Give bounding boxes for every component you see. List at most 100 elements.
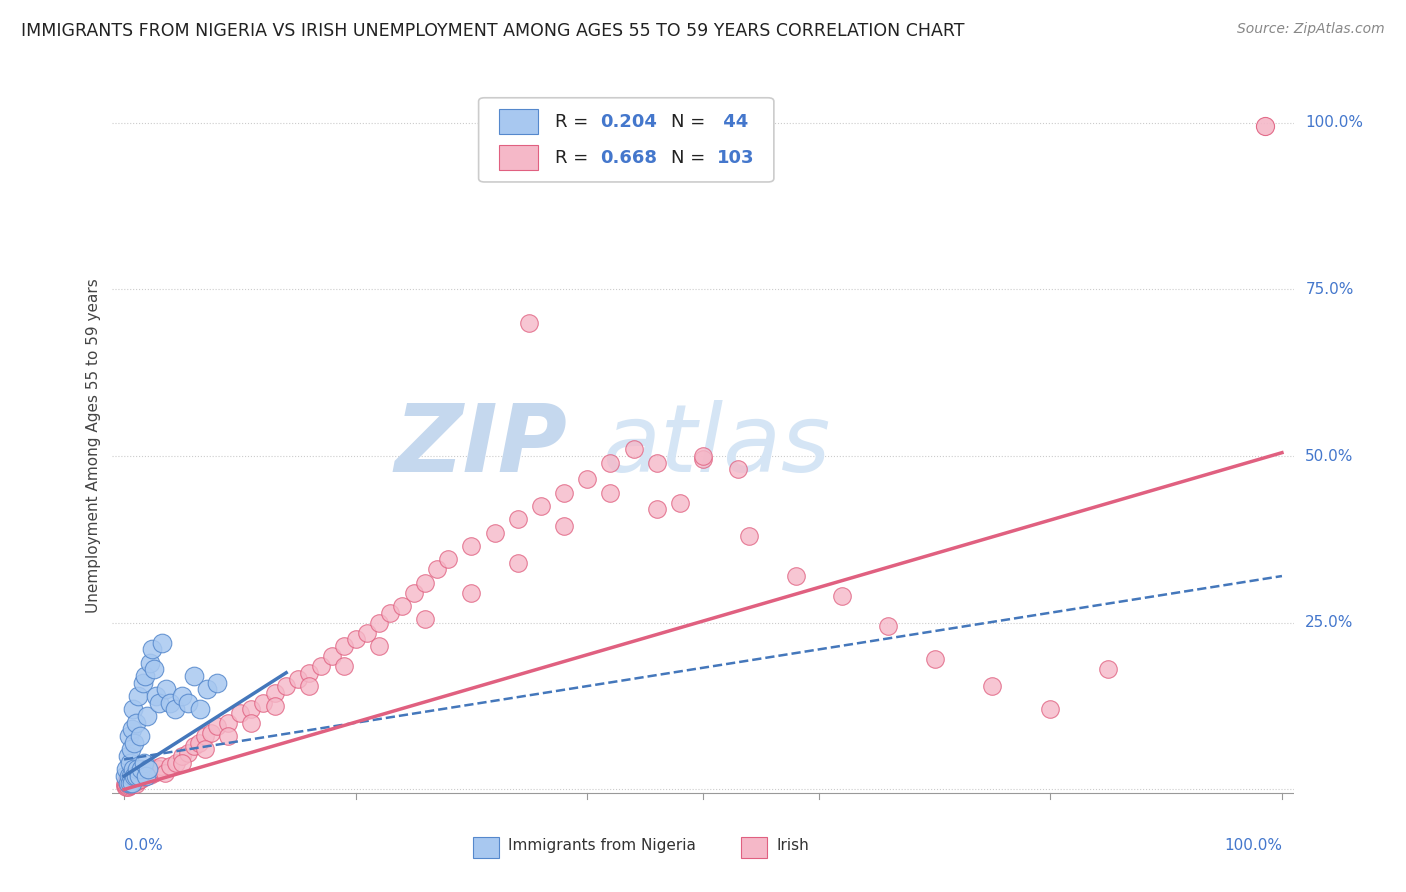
Point — [183, 739, 205, 753]
Text: 0.0%: 0.0% — [124, 838, 163, 854]
Point — [183, 669, 205, 683]
Point — [117, 780, 139, 794]
Text: R =: R = — [555, 149, 595, 167]
Point — [437, 552, 460, 566]
Point — [118, 776, 141, 790]
Point — [217, 715, 239, 730]
Point — [194, 729, 217, 743]
Text: 0.668: 0.668 — [600, 149, 657, 167]
Point — [188, 736, 211, 750]
Text: 75.0%: 75.0% — [1305, 282, 1354, 297]
Point — [517, 316, 540, 330]
Point — [159, 759, 181, 773]
Point — [645, 502, 668, 516]
Point — [177, 746, 200, 760]
Point — [200, 725, 222, 739]
Point — [138, 656, 160, 670]
Point — [426, 562, 449, 576]
Point — [136, 765, 159, 780]
Point — [298, 679, 321, 693]
Point — [117, 776, 139, 790]
Point — [131, 763, 153, 777]
Point — [118, 769, 141, 783]
Point — [132, 756, 155, 770]
Point — [117, 772, 139, 787]
Point — [118, 776, 141, 790]
Point — [115, 780, 138, 795]
Point — [138, 768, 160, 782]
FancyBboxPatch shape — [741, 837, 766, 858]
Point — [118, 771, 141, 785]
Point — [877, 619, 900, 633]
Point — [134, 763, 156, 777]
Point — [692, 449, 714, 463]
Point — [1253, 119, 1275, 133]
Text: R =: R = — [555, 113, 595, 131]
Point — [1097, 662, 1119, 676]
Point — [124, 769, 146, 783]
Point — [118, 729, 141, 743]
Point — [134, 669, 156, 683]
Point — [114, 777, 136, 791]
Point — [484, 525, 506, 540]
Point — [413, 612, 436, 626]
Point — [122, 776, 145, 790]
Point — [380, 606, 402, 620]
Text: 103: 103 — [717, 149, 755, 167]
Point — [287, 673, 309, 687]
Point — [115, 763, 138, 777]
Point — [553, 519, 575, 533]
Point — [135, 769, 157, 783]
Point — [150, 759, 173, 773]
Point — [121, 777, 143, 791]
Point — [124, 769, 146, 783]
Point — [298, 665, 321, 680]
Point — [127, 689, 149, 703]
Point — [194, 742, 217, 756]
Point — [122, 702, 145, 716]
Point — [124, 777, 146, 791]
Point — [124, 715, 146, 730]
Point — [131, 764, 153, 778]
Point — [163, 702, 186, 716]
Point — [599, 456, 621, 470]
Point — [177, 696, 200, 710]
Text: N =: N = — [671, 149, 711, 167]
Point — [190, 702, 212, 716]
Text: 0.204: 0.204 — [600, 113, 657, 131]
Point — [153, 765, 176, 780]
Point — [122, 763, 145, 777]
Point — [205, 719, 228, 733]
Point — [309, 659, 332, 673]
Point — [124, 776, 146, 790]
Point — [125, 774, 148, 789]
Point — [229, 706, 252, 720]
FancyBboxPatch shape — [499, 109, 537, 134]
Point — [138, 763, 160, 777]
Point — [141, 642, 163, 657]
Point — [413, 575, 436, 590]
Point — [115, 774, 138, 789]
Point — [148, 696, 170, 710]
Point — [143, 765, 166, 780]
Point — [402, 585, 425, 599]
Point — [128, 769, 150, 783]
Text: 50.0%: 50.0% — [1305, 449, 1354, 464]
Point — [170, 756, 193, 770]
Point — [115, 778, 138, 792]
Point — [120, 769, 142, 783]
Point — [135, 769, 157, 783]
Point — [121, 723, 143, 737]
Point — [128, 773, 150, 788]
Point — [159, 696, 181, 710]
Point — [1039, 702, 1062, 716]
Point — [367, 639, 389, 653]
Point — [124, 769, 146, 783]
FancyBboxPatch shape — [499, 145, 537, 169]
Point — [506, 512, 529, 526]
Point — [727, 462, 749, 476]
Point — [333, 639, 356, 653]
Point — [143, 662, 166, 676]
Point — [118, 774, 141, 789]
FancyBboxPatch shape — [478, 98, 773, 182]
